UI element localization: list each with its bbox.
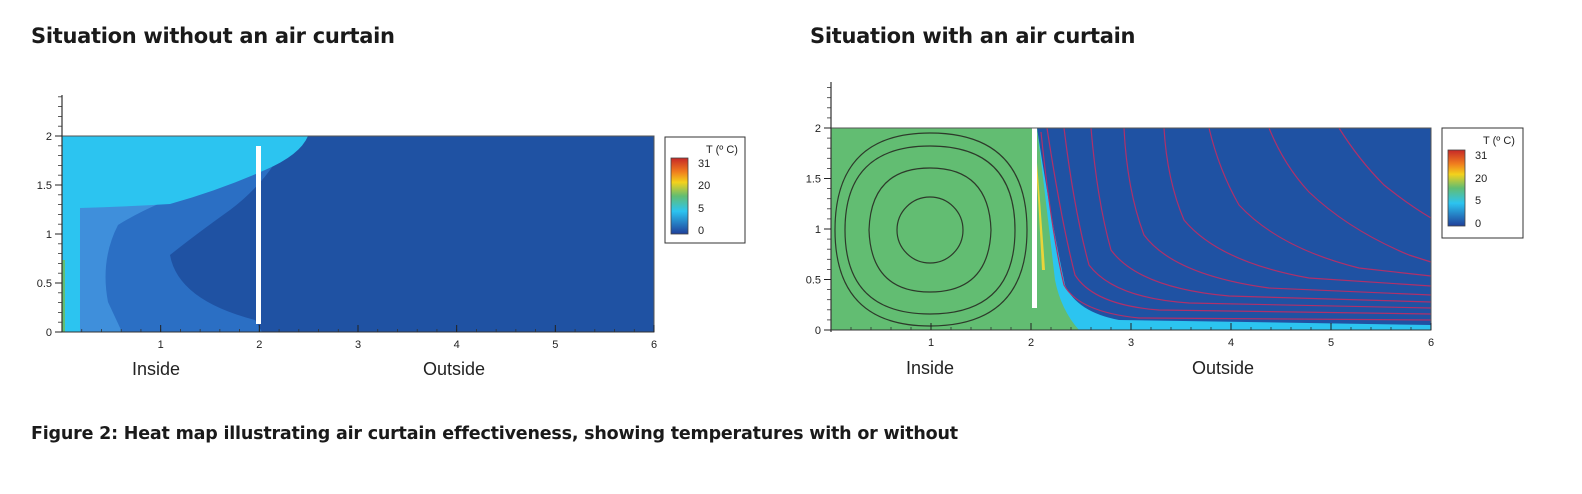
legend-tick-5: 5 xyxy=(1475,195,1481,207)
inside-green-zone xyxy=(831,128,1032,330)
x-tick-label: 2 xyxy=(1028,337,1034,349)
legend-title: T (º C) xyxy=(706,144,738,156)
x-tick-label: 1 xyxy=(928,337,934,349)
green-edge xyxy=(62,260,65,332)
axis-ticks: 1 2 3 4 5 6 0 0.5 1 1.5 2 xyxy=(37,96,657,351)
heatmap-with-curtain: 1 2 3 4 5 6 0 0.5 1 1.5 2 Inside Outside T (º C) 3… xyxy=(806,82,1524,378)
x-tick-label: 2 xyxy=(256,339,262,351)
floor-light-blue-zone xyxy=(1032,128,1431,330)
y-tick-label: 0 xyxy=(815,325,821,337)
colorbar xyxy=(1447,149,1466,227)
legend: T (º C) 31 20 5 0 xyxy=(664,136,746,244)
x-tick-label: 1 xyxy=(158,339,164,351)
light-blue-zone xyxy=(62,136,308,332)
x-tick-label: 5 xyxy=(1328,337,1334,349)
axis-ticks: 1 2 3 4 5 6 0 0.5 1 1.5 2 xyxy=(806,87,1434,349)
streamline-outside-8 xyxy=(1268,127,1432,263)
y-tick-label: 0.5 xyxy=(37,278,52,290)
streamline-outside-4 xyxy=(1090,127,1432,303)
legend-tick-0: 0 xyxy=(698,225,704,237)
left-chart-title: Situation without an air curtain xyxy=(31,24,395,48)
right-chart-title: Situation with an air curtain xyxy=(810,24,1136,48)
outside-streamlines xyxy=(1040,127,1432,321)
figure-caption: Figure 2: Heat map illustrating air curt… xyxy=(31,424,958,444)
streamline-outside-9 xyxy=(1338,127,1432,219)
streamline-outside-5 xyxy=(1123,127,1432,296)
x-tick-label: 6 xyxy=(651,339,657,351)
x-tick-label: 3 xyxy=(355,339,361,351)
streamline-outside-6 xyxy=(1163,127,1432,287)
streamline-outside-7 xyxy=(1208,127,1432,277)
legend-tick-5: 5 xyxy=(698,203,704,215)
outside-label: Outside xyxy=(423,359,485,379)
x-tick-label: 5 xyxy=(552,339,558,351)
legend: T (º C) 31 20 5 0 xyxy=(1441,127,1524,239)
transition-green-zone xyxy=(1032,128,1079,330)
x-tick-label: 4 xyxy=(1228,337,1234,349)
legend-tick-20: 20 xyxy=(1475,173,1487,185)
streamline-inside-3 xyxy=(844,145,1016,315)
air-curtain-bar xyxy=(1032,128,1037,308)
streamline-inside-4 xyxy=(834,132,1028,327)
plot-area xyxy=(61,135,655,333)
y-tick-label: 0 xyxy=(46,327,52,339)
streamline-outside-1 xyxy=(1040,131,1432,321)
legend-title: T (º C) xyxy=(1483,135,1515,147)
y-tick-label: 2 xyxy=(815,123,821,135)
legend-tick-0: 0 xyxy=(1475,218,1481,230)
y-tick-label: 0.5 xyxy=(806,275,821,287)
transition-yellow-zone xyxy=(1035,150,1045,270)
legend-tick-20: 20 xyxy=(698,180,710,192)
legend-tick-31: 31 xyxy=(698,158,710,170)
inside-streamlines xyxy=(834,132,1028,327)
plot-area xyxy=(830,127,1432,331)
inside-label: Inside xyxy=(132,359,180,379)
streamline-inside-1 xyxy=(896,196,964,264)
outside-label: Outside xyxy=(1192,358,1254,378)
colorbar xyxy=(670,157,689,235)
x-tick-label: 3 xyxy=(1128,337,1134,349)
x-tick-label: 6 xyxy=(1428,337,1434,349)
air-curtain-bar xyxy=(256,146,261,324)
streamline-outside-3 xyxy=(1063,127,1432,309)
streamline-outside-2 xyxy=(1046,127,1432,315)
y-tick-label: 2 xyxy=(46,131,52,143)
y-tick-label: 1 xyxy=(46,229,52,241)
inside-label: Inside xyxy=(906,358,954,378)
y-tick-label: 1 xyxy=(815,224,821,236)
y-tick-label: 1.5 xyxy=(806,174,821,186)
streamline-inside-2 xyxy=(868,167,992,293)
y-tick-label: 1.5 xyxy=(37,180,52,192)
heatmap-without-curtain: 1 2 3 4 5 6 0 0.5 1 1.5 2 Inside Outside T (º C) 3… xyxy=(37,95,746,379)
legend-tick-31: 31 xyxy=(1475,150,1487,162)
x-tick-label: 4 xyxy=(454,339,460,351)
